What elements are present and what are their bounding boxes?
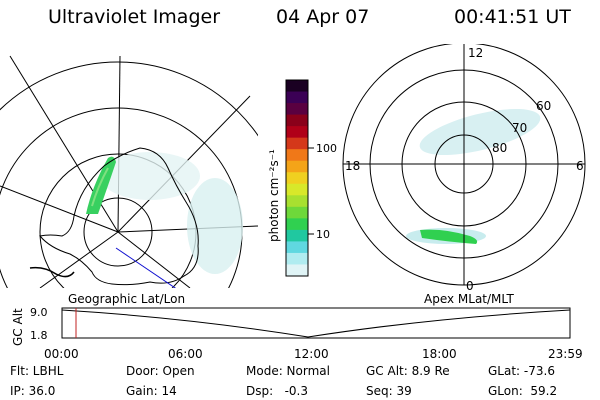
door-info: Door: Open: [126, 364, 195, 378]
seq-info: Seq: 39: [366, 384, 412, 398]
colorbar-cell: [286, 137, 308, 150]
colorbar-cell: [286, 103, 308, 116]
mlt-label-0: 0: [466, 279, 474, 290]
date-label: 04 Apr 07: [276, 6, 370, 28]
geo-meridian: [117, 231, 191, 288]
geo-meridian: [9, 55, 119, 233]
apex-polar-plot: 12 18 6 0 60 70 80: [342, 44, 586, 290]
geo-map-label: Geographic Lat/Lon: [68, 292, 186, 306]
mlt-label-6: 6: [576, 159, 584, 173]
mlat-label-60: 60: [536, 99, 551, 113]
aurora-glow: [419, 108, 541, 156]
time-tick-2359: 23:59: [548, 347, 583, 361]
colorbar-cell: [286, 195, 308, 208]
mlat-label-70: 70: [512, 121, 527, 135]
colorbar-frame: [285, 79, 309, 277]
terminator-line: [115, 247, 177, 288]
altitude-tick-top: 9.0: [30, 306, 48, 319]
colorbar-cell: [286, 218, 308, 231]
colorbar-cell: [286, 183, 308, 196]
colorbar-cell: [286, 80, 308, 93]
altitude-frame: [61, 307, 571, 339]
apex-map-label: Apex MLat/MLT: [424, 292, 514, 306]
mlat-label-80: 80: [492, 141, 507, 155]
colorbar-cell: [286, 252, 308, 265]
filter-info: Flt: LBHL: [10, 364, 64, 378]
aurora-band: [420, 229, 478, 244]
aurora-band-highlight: [91, 167, 109, 207]
geo-meridian: [117, 55, 121, 233]
dsp-info: Dsp: -0.3: [246, 384, 309, 398]
ip-info: IP: 36.0: [10, 384, 56, 398]
mode-info: Mode: Normal: [246, 364, 330, 378]
altitude-tick-bottom: 1.8: [30, 329, 48, 342]
colorbar-cell: [286, 206, 308, 219]
aurora-glow: [100, 152, 200, 200]
colorbar-unit-label: photon cm⁻²s⁻¹: [267, 149, 281, 242]
time-tick-1800: 18:00: [422, 347, 457, 361]
time-tick-0600: 06:00: [168, 347, 203, 361]
gc-alt-info: GC Alt: 8.9 Re: [366, 364, 450, 378]
colorbar-cell: [286, 149, 308, 162]
peninsula-coastline: [29, 266, 75, 278]
colorbar-svg: 100 10 photon cm⁻²s⁻¹: [267, 79, 337, 277]
colorbar-cell: [286, 160, 308, 173]
altitude-axis-label: GC Alt: [11, 308, 25, 346]
colorbar-cell: [286, 91, 308, 104]
colorbar-cell: [286, 172, 308, 185]
colorbar-cell: [286, 241, 308, 254]
antarctica-coastline: [39, 147, 199, 286]
mlt-label-12: 12: [468, 46, 483, 60]
app-title: Ultraviolet Imager: [48, 6, 221, 28]
altitude-plot: GC Alt 9.0 1.8 00:00 06:00 12:00 18:00 2…: [11, 306, 583, 361]
time-tick-0000: 00:00: [44, 347, 79, 361]
glon-info: GLon: 59.2: [488, 384, 558, 398]
colorbar: 100 10 photon cm⁻²s⁻¹: [260, 76, 340, 286]
header: Ultraviolet Imager 04 Apr 07 00:41:51 UT: [0, 6, 600, 32]
time-tick-1200: 12:00: [294, 347, 329, 361]
altitude-curve: [61, 309, 571, 338]
mlt-label-18: 18: [345, 159, 360, 173]
geo-lat-circle: [0, 61, 258, 137]
colorbar-cell: [286, 114, 308, 127]
glat-info: GLat: -73.6: [488, 364, 555, 378]
colorbar-tick-label: 10: [316, 228, 330, 241]
colorbar-cell: [286, 126, 308, 139]
gain-info: Gain: 14: [126, 384, 177, 398]
time-label: 00:41:51 UT: [454, 6, 571, 28]
geo-meridian: [0, 185, 119, 233]
colorbar-cell: [286, 264, 308, 277]
colorbar-cell: [286, 229, 308, 242]
colorbar-tick-label: 100: [316, 142, 337, 155]
geographic-map: [0, 55, 258, 288]
aurora-glow: [187, 178, 243, 274]
